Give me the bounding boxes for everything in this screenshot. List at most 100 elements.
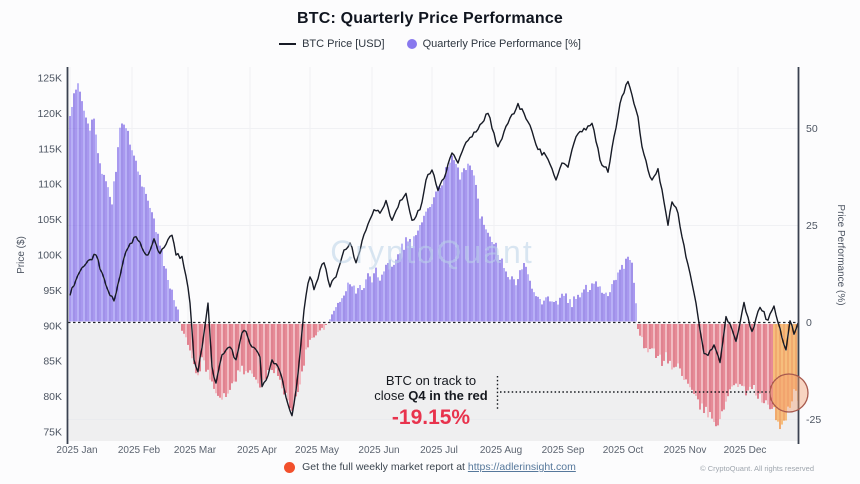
right-axis-tick: 50 (806, 123, 818, 135)
below-zero-stripe (93, 324, 95, 441)
month-label: 2025 Jun (358, 445, 399, 456)
performance-bar (351, 286, 353, 322)
performance-bar (657, 324, 659, 357)
right-axis-tick: 0 (806, 317, 812, 329)
below-zero-stripe (349, 324, 351, 441)
below-zero-stripe (235, 324, 237, 441)
below-zero-stripe (505, 324, 507, 441)
performance-bar (345, 291, 347, 322)
below-zero-stripe (409, 324, 411, 441)
performance-bar (177, 309, 179, 322)
performance-bar (273, 324, 275, 374)
below-zero-stripe (397, 324, 399, 441)
performance-bar (745, 324, 747, 396)
performance-bar (585, 284, 587, 322)
highlight-circle (769, 373, 809, 413)
performance-bar (405, 237, 407, 322)
performance-bar (343, 295, 345, 322)
below-zero-stripe (577, 324, 579, 441)
below-zero-stripe (175, 324, 177, 441)
performance-bar (413, 236, 415, 322)
below-zero-stripe (519, 324, 521, 441)
legend: BTC Price [USD] Quarterly Price Performa… (0, 38, 860, 50)
performance-bar (83, 110, 85, 322)
performance-bar (233, 324, 235, 382)
below-zero-stripe (421, 324, 423, 441)
below-zero-stripe (539, 324, 541, 441)
performance-bar (729, 324, 731, 390)
performance-bar (423, 215, 425, 322)
performance-bar (73, 93, 75, 322)
performance-bar (655, 324, 657, 358)
performance-bar (679, 324, 681, 369)
page-title: BTC: Quarterly Price Performance (296, 10, 564, 27)
below-zero-stripe (417, 324, 419, 441)
performance-bar (649, 324, 651, 350)
performance-bar (443, 179, 445, 322)
below-zero-stripe (541, 324, 543, 441)
below-zero-stripe (403, 324, 405, 441)
performance-bar (597, 286, 599, 322)
below-zero-stripe (377, 324, 379, 441)
performance-bar (565, 293, 567, 322)
footer-link[interactable]: https://adlerinsight.com (467, 461, 576, 473)
performance-bar (89, 130, 91, 322)
performance-bar (619, 269, 621, 322)
footer-text: Get the full weekly market report at htt… (302, 461, 576, 473)
performance-bar (385, 264, 387, 322)
performance-bar (553, 301, 555, 322)
performance-bar (369, 276, 371, 322)
performance-bar (579, 297, 581, 322)
below-zero-stripe (127, 324, 129, 441)
performance-bar (769, 324, 771, 410)
below-zero-stripe (609, 324, 611, 441)
performance-bar (399, 253, 401, 322)
below-zero-stripe (71, 324, 73, 441)
performance-bar (457, 167, 459, 322)
below-zero-stripe (117, 324, 119, 441)
below-zero-stripe (627, 324, 629, 441)
performance-bar (281, 324, 283, 389)
performance-bar (459, 179, 461, 322)
performance-bar (335, 307, 337, 322)
performance-bar (163, 265, 165, 322)
performance-bar (699, 324, 701, 410)
performance-bar (117, 147, 119, 322)
annotation-value: -19.15% (391, 406, 471, 429)
below-zero-stripe (309, 324, 311, 441)
below-zero-stripe (389, 324, 391, 441)
performance-bar (353, 285, 355, 322)
performance-bar (81, 101, 83, 322)
performance-bar (737, 324, 739, 388)
below-zero-stripe (511, 324, 513, 441)
performance-bar (705, 324, 707, 407)
performance-bar (303, 324, 305, 366)
performance-bar (669, 324, 671, 361)
below-zero-stripe (481, 324, 483, 441)
below-zero-stripe (579, 324, 581, 441)
performance-bar (279, 324, 281, 380)
below-zero-stripe (87, 324, 89, 441)
below-zero-stripe (143, 324, 145, 441)
below-zero-stripe (495, 324, 497, 441)
below-zero-stripe (341, 324, 343, 441)
below-zero-stripe (101, 324, 103, 441)
performance-bar (559, 297, 561, 322)
performance-bar (787, 324, 789, 407)
performance-bar (571, 307, 573, 322)
performance-bar (135, 160, 137, 322)
performance-bar (463, 168, 465, 322)
below-zero-stripe (279, 324, 281, 441)
performance-bar (577, 294, 579, 322)
performance-bar (539, 299, 541, 322)
performance-bar (667, 324, 669, 364)
performance-bar (161, 248, 163, 322)
performance-bar (743, 324, 745, 387)
performance-bar (767, 324, 769, 405)
performance-bar (437, 186, 439, 322)
performance-bar (453, 160, 455, 322)
performance-bar (137, 171, 139, 322)
below-zero-stripe (317, 324, 319, 441)
performance-bar (119, 127, 121, 322)
